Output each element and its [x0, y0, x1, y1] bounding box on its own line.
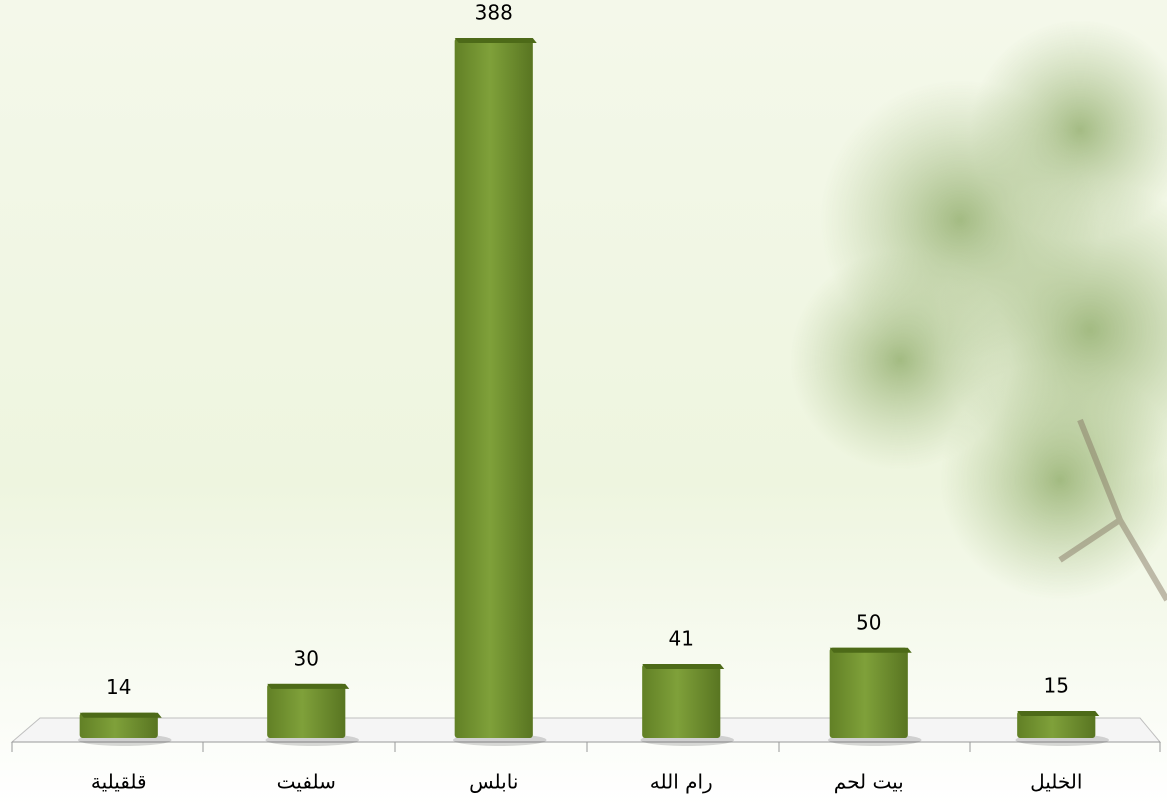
x-tick-label: الخليل [1030, 770, 1082, 794]
bar-shade [642, 664, 720, 738]
bar-top [642, 664, 724, 669]
bar-shade [455, 38, 533, 738]
value-label: 50 [856, 610, 881, 634]
value-label: 41 [669, 627, 694, 651]
x-tick-label: نابلس [469, 770, 518, 794]
bar-top [830, 648, 912, 653]
bar-shade [830, 648, 908, 738]
chart: قلقيلية 14 سلفيت 30 نابلس 388 رام الله 41 بيت لح… [0, 0, 1167, 807]
value-label: 15 [1044, 673, 1069, 697]
bar-top [455, 38, 537, 43]
bar-top [267, 684, 349, 689]
value-label: 14 [106, 675, 131, 699]
x-tick-label: سلفيت [277, 770, 336, 794]
bar-top [1017, 711, 1099, 716]
bar-shade [267, 684, 345, 738]
x-tick-label: قلقيلية [91, 770, 147, 794]
bar-top [80, 713, 162, 718]
x-tick-label: رام الله [650, 770, 713, 794]
x-tick-label: بيت لحم [834, 770, 904, 794]
value-label: 388 [475, 1, 513, 25]
value-label: 30 [294, 646, 319, 670]
